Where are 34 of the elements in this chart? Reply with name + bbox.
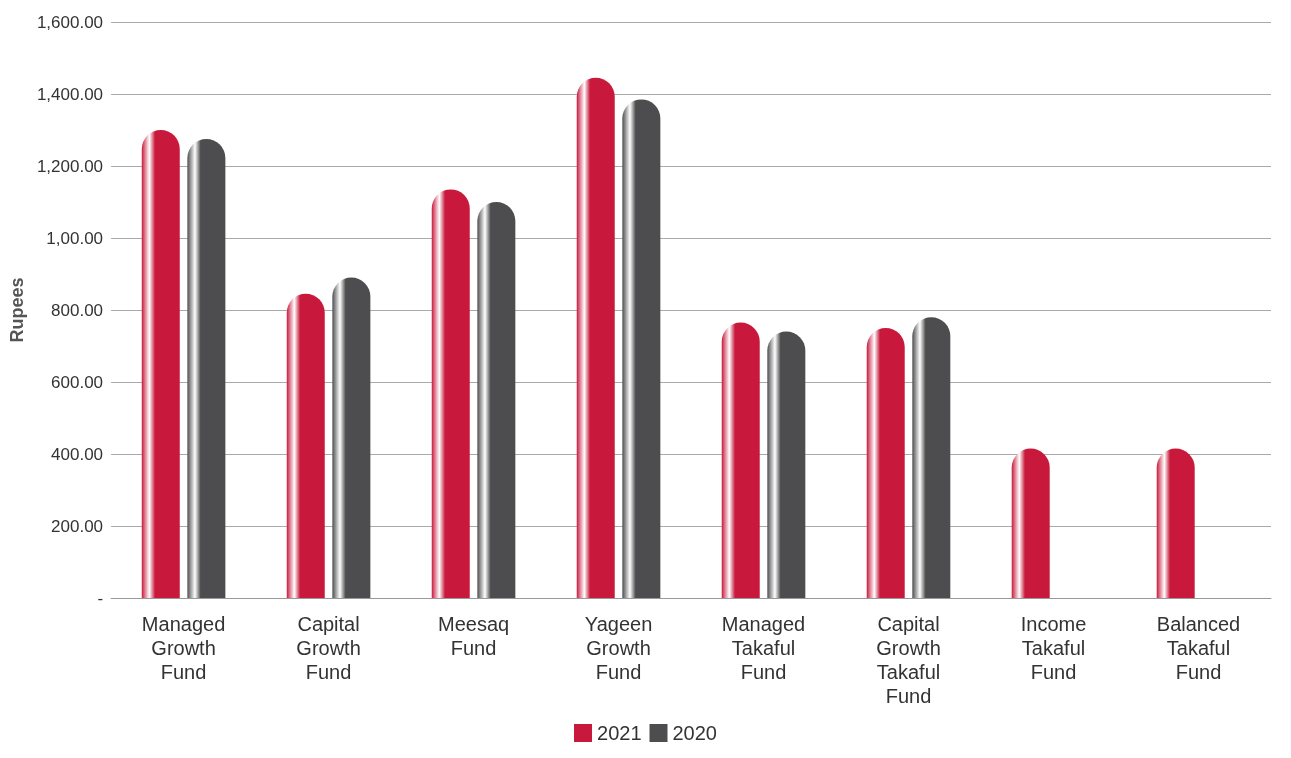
x-tick-label: Capital Growth Takaful Fund	[876, 613, 941, 707]
x-tick-label: Income Takaful Fund	[1020, 613, 1087, 683]
x-tick-label: Yageen Growth Fund	[584, 613, 653, 683]
y-tick-label: 600.00	[51, 372, 104, 392]
bar	[622, 99, 661, 598]
bar	[576, 77, 615, 598]
y-tick-label: 400.00	[51, 444, 104, 464]
bar	[431, 189, 470, 598]
bar	[187, 139, 226, 598]
bar	[286, 293, 325, 598]
y-tick-label: -	[97, 588, 104, 608]
y-tick-label: 1,600.00	[36, 12, 104, 32]
y-tick-label: 1,00.00	[46, 228, 104, 248]
y-tick-label: 800.00	[51, 300, 104, 320]
bar	[912, 317, 951, 598]
bar	[721, 322, 760, 598]
legend-label: 2020	[672, 722, 717, 744]
y-tick-label: 1,200.00	[36, 156, 104, 176]
x-tick-label: Managed Takaful Fund	[721, 613, 806, 683]
y-tick-label: 1,400.00	[36, 84, 104, 104]
y-axis-title: Rupees	[7, 277, 27, 343]
bar	[767, 331, 806, 598]
bar	[141, 130, 180, 598]
x-tick-label: Capital Growth Fund	[296, 613, 361, 683]
legend-label: 2021	[597, 722, 642, 744]
y-tick-label: 200.00	[51, 516, 104, 536]
bar	[1156, 448, 1195, 598]
bar	[332, 277, 371, 598]
x-tick-label: Balanced Takaful Fund	[1156, 613, 1241, 683]
bar	[477, 202, 516, 598]
bar	[1011, 448, 1050, 598]
bar	[866, 328, 905, 598]
x-tick-label: Meesaq Fund	[437, 613, 510, 659]
x-tick-label: Managed Growth Fund	[141, 613, 226, 683]
